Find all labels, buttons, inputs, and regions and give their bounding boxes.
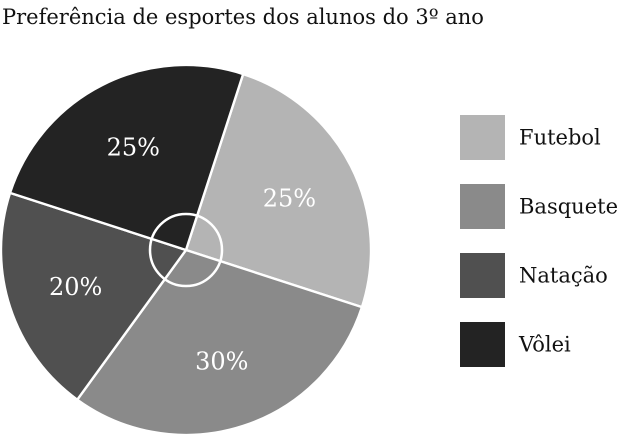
center-ring: [148, 212, 224, 288]
legend-swatch: [460, 115, 505, 160]
legend-label: Natação: [519, 264, 608, 288]
legend-swatch: [460, 184, 505, 229]
pie-slice-basquete: [76, 248, 364, 437]
slice-value-label: 25%: [107, 134, 160, 162]
legend-label: Basquete: [519, 195, 618, 219]
legend-label: Futebol: [519, 126, 601, 150]
slice-value-label: 20%: [49, 273, 102, 301]
pie-slices: [0, 63, 373, 437]
pie-slice-natacao: [0, 191, 188, 401]
slice-value-label: 30%: [195, 347, 248, 375]
pie-slice-futebol: [184, 72, 373, 309]
legend-swatch: [460, 253, 505, 298]
slice-value-label: 25%: [263, 184, 316, 212]
legend: Futebol Basquete Natação Vôlei: [460, 115, 618, 367]
legend-swatch: [460, 322, 505, 367]
pie-slice-labels: 25% 30% 20% 25%: [49, 134, 316, 376]
legend-label: Vôlei: [518, 333, 571, 357]
chart-title: Preferência de esportes dos alunos do 3º…: [2, 5, 484, 29]
pie-slice-volei: [8, 63, 245, 252]
